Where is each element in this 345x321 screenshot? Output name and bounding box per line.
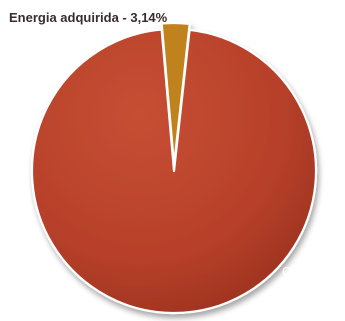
pie-slice-energia-adquirida xyxy=(160,21,191,167)
pie-slices xyxy=(30,21,318,315)
pie-slice-geracao-propria xyxy=(30,28,318,315)
slice-label-geracao-propria: Geração própria xyxy=(282,265,345,279)
slice-value-geracao-propria: 96,86% xyxy=(289,298,331,312)
slice-label-energia-adquirida: Energia adquirida - 3,14% xyxy=(9,10,168,25)
slice-label-geracao-propria-text: Geração própria xyxy=(282,265,345,279)
